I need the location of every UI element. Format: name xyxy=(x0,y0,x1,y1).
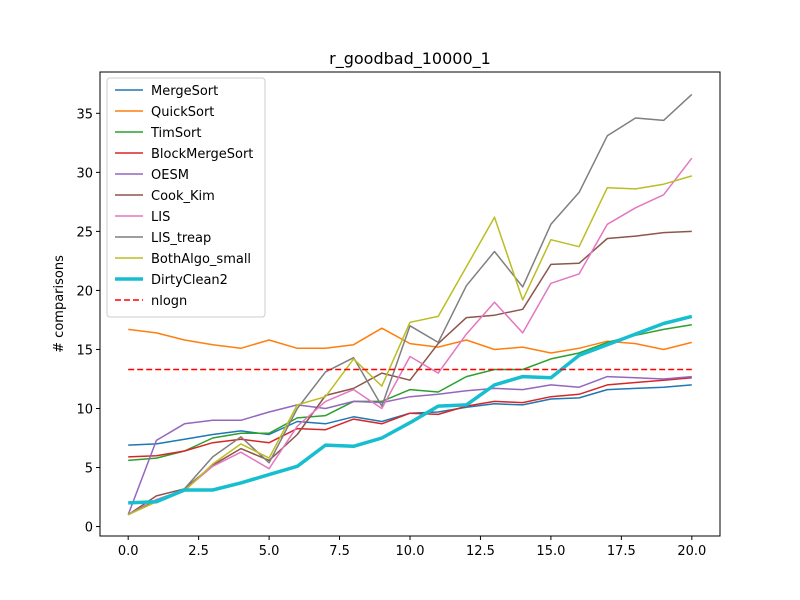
series-line-bothalgo-small xyxy=(127,175,693,516)
series-line-timsort xyxy=(128,323,692,462)
legend-label: OESM xyxy=(151,168,189,183)
legend-label: DirtyClean2 xyxy=(151,273,228,288)
legend-item-timsort: TimSort xyxy=(115,126,201,141)
legend-item-nlogn: nlogn xyxy=(115,294,187,309)
x-tick-label: 17.5 xyxy=(607,544,636,559)
legend-label: BothAlgo_small xyxy=(151,252,251,267)
legend-label: LIS xyxy=(151,210,170,225)
legend: MergeSort QuickSort TimSort BlockMergeSort O… xyxy=(106,77,266,318)
legend-box xyxy=(106,77,266,318)
legend-label: BlockMergeSort xyxy=(151,147,253,162)
y-tick-label: 25 xyxy=(76,225,93,240)
series-line-lis-treap xyxy=(127,93,693,516)
x-tick-label: 7.5 xyxy=(329,544,350,559)
plot-area xyxy=(127,93,693,516)
x-tick-label: 15.0 xyxy=(536,544,565,559)
legend-label: TimSort xyxy=(150,126,201,141)
legend-item-mergesort: MergeSort xyxy=(115,84,218,99)
legend-item-quicksort: QuickSort xyxy=(115,105,214,120)
x-tick-label: 10.0 xyxy=(396,544,425,559)
y-tick-label: 5 xyxy=(85,462,93,477)
y-axis: 0 5 10 15 20 25 30 35 xyxy=(76,107,100,536)
legend-label: MergeSort xyxy=(151,84,218,99)
y-tick-label: 10 xyxy=(76,402,93,417)
legend-item-blockmergesort: BlockMergeSort xyxy=(115,147,253,162)
legend-item-cook-kim: Cook_Kim xyxy=(115,189,215,204)
x-tick-label: 20.0 xyxy=(677,544,706,559)
legend-label: nlogn xyxy=(151,294,187,309)
y-tick-label: 35 xyxy=(76,107,93,122)
series-line-dirtyclean2 xyxy=(128,314,693,505)
legend-item-bothalgo-small: BothAlgo_small xyxy=(115,252,251,267)
legend-label: Cook_Kim xyxy=(151,189,215,204)
x-axis: 0.0 2.5 5.0 7.5 10.0 12.5 15.0 17.5 20.0 xyxy=(118,536,706,559)
series-line-lis xyxy=(127,157,693,516)
y-tick-label: 20 xyxy=(76,284,93,299)
x-tick-label: 5.0 xyxy=(259,544,280,559)
legend-item-dirtyclean2: DirtyClean2 xyxy=(115,273,228,288)
series-line-quicksort xyxy=(128,327,692,354)
y-axis-label: # comparisons xyxy=(52,255,67,353)
y-tick-label: 0 xyxy=(85,521,93,536)
legend-item-oesm: OESM xyxy=(115,168,189,183)
series-line-mergesort xyxy=(128,384,692,446)
series-line-cook-kim xyxy=(127,230,692,516)
x-tick-label: 12.5 xyxy=(466,544,495,559)
series-line-blockmergesort xyxy=(128,377,692,458)
x-tick-label: 2.5 xyxy=(188,544,209,559)
y-tick-label: 30 xyxy=(76,166,93,181)
legend-label: QuickSort xyxy=(151,105,214,120)
legend-item-lis: LIS xyxy=(115,210,170,225)
y-tick-label: 15 xyxy=(76,343,93,358)
chart-title: r_goodbad_10000_1 xyxy=(329,49,491,69)
legend-label: LIS_treap xyxy=(151,231,211,246)
x-tick-label: 0.0 xyxy=(118,544,139,559)
series-line-oesm xyxy=(127,375,692,515)
legend-item-lis-treap: LIS_treap xyxy=(115,231,211,246)
